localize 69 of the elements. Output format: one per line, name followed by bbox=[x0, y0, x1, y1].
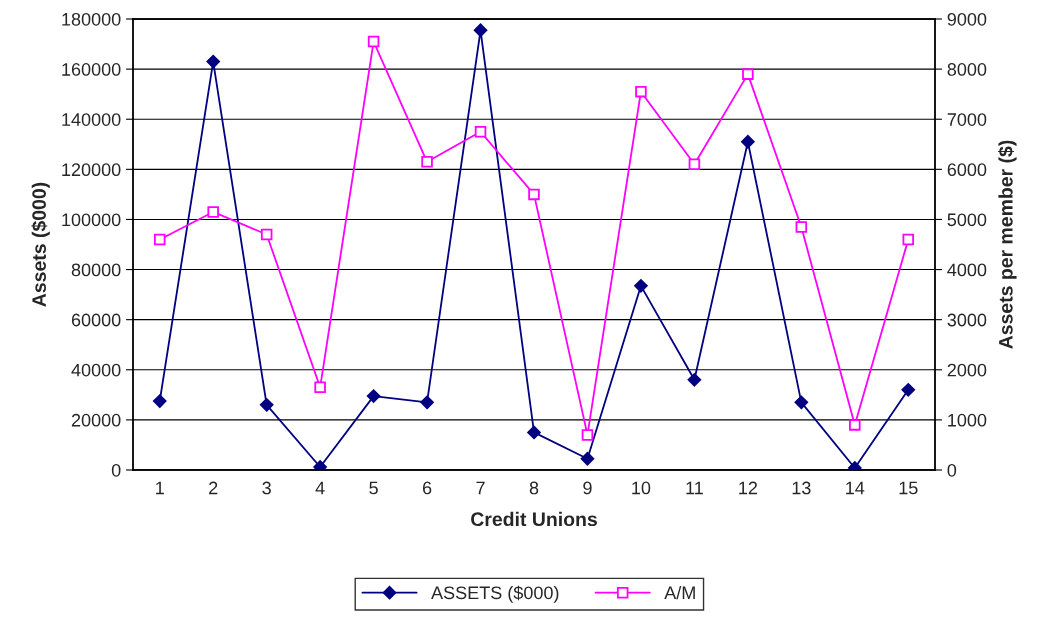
y2-tick-label: 7000 bbox=[947, 113, 987, 126]
point bbox=[528, 188, 540, 201]
x-axis-title: Credit Unions bbox=[471, 511, 597, 527]
x-tick-label: 11 bbox=[686, 481, 703, 495]
x-tick-label: 15 bbox=[899, 481, 918, 495]
x-tick-label: 6 bbox=[422, 481, 432, 495]
y-tick-label: 100000 bbox=[62, 213, 121, 227]
x-tick-label: 2 bbox=[209, 481, 218, 495]
point bbox=[794, 395, 809, 410]
x-tick-label: 3 bbox=[262, 481, 271, 495]
y2-tick-label: 4000 bbox=[947, 263, 987, 277]
point bbox=[901, 383, 916, 397]
x-tick-label: 12 bbox=[739, 481, 757, 495]
point bbox=[849, 419, 861, 431]
point bbox=[207, 206, 219, 218]
point bbox=[153, 233, 166, 246]
y2-tick-label: 3000 bbox=[947, 313, 987, 327]
y2-axis-title: Assets per member ($) bbox=[998, 140, 1017, 349]
x-tick-label: 8 bbox=[529, 481, 539, 495]
point bbox=[634, 279, 648, 293]
point bbox=[635, 85, 647, 98]
y2-tick-label: 8000 bbox=[947, 63, 987, 76]
point bbox=[259, 398, 274, 412]
point bbox=[260, 228, 273, 241]
x-tick-label: 1 bbox=[156, 481, 164, 495]
point bbox=[527, 425, 541, 440]
point bbox=[687, 373, 702, 387]
point bbox=[367, 35, 380, 48]
y2-tick-label: 0 bbox=[947, 463, 957, 477]
y-tick-label: 180000 bbox=[62, 12, 121, 26]
point bbox=[474, 125, 487, 138]
point bbox=[581, 429, 594, 441]
legend-label: A/M bbox=[664, 585, 695, 600]
point bbox=[313, 460, 327, 470]
point bbox=[420, 395, 434, 410]
x-tick-label: 14 bbox=[846, 481, 865, 495]
y-tick-label: 140000 bbox=[62, 113, 121, 126]
x-tick-label: 4 bbox=[315, 481, 325, 495]
y2-tick-label: 6000 bbox=[947, 163, 987, 177]
legend-label: ASSETS ($000) bbox=[431, 585, 559, 603]
point bbox=[795, 221, 808, 233]
point bbox=[314, 381, 326, 394]
point bbox=[580, 451, 595, 466]
y-tick-label: 40000 bbox=[71, 363, 121, 377]
y-tick-label: 120000 bbox=[62, 163, 121, 177]
point bbox=[366, 389, 381, 403]
y-tick-label: 0 bbox=[111, 463, 121, 477]
y-axis-title: Assets ($000) bbox=[31, 182, 50, 307]
y2-tick-label: 2000 bbox=[947, 363, 987, 377]
point bbox=[688, 158, 701, 171]
point bbox=[742, 68, 754, 80]
point bbox=[421, 156, 433, 168]
y-tick-label: 80000 bbox=[71, 263, 121, 277]
x-tick-label: 7 bbox=[476, 481, 485, 495]
x-tick-label: 5 bbox=[369, 481, 378, 495]
point bbox=[741, 134, 755, 149]
x-tick-label: 10 bbox=[632, 481, 651, 495]
point bbox=[902, 233, 915, 246]
y-tick-label: 160000 bbox=[62, 63, 121, 76]
point bbox=[206, 54, 220, 69]
y-tick-label: 60000 bbox=[71, 313, 121, 327]
y2-tick-label: 9000 bbox=[947, 12, 987, 26]
x-tick-label: 9 bbox=[583, 481, 592, 495]
y-tick-label: 20000 bbox=[71, 413, 121, 427]
point bbox=[473, 23, 488, 38]
x-tick-label: 13 bbox=[792, 481, 811, 495]
point bbox=[152, 394, 167, 408]
y2-tick-label: 1000 bbox=[948, 413, 987, 427]
y2-tick-label: 5000 bbox=[947, 213, 987, 227]
